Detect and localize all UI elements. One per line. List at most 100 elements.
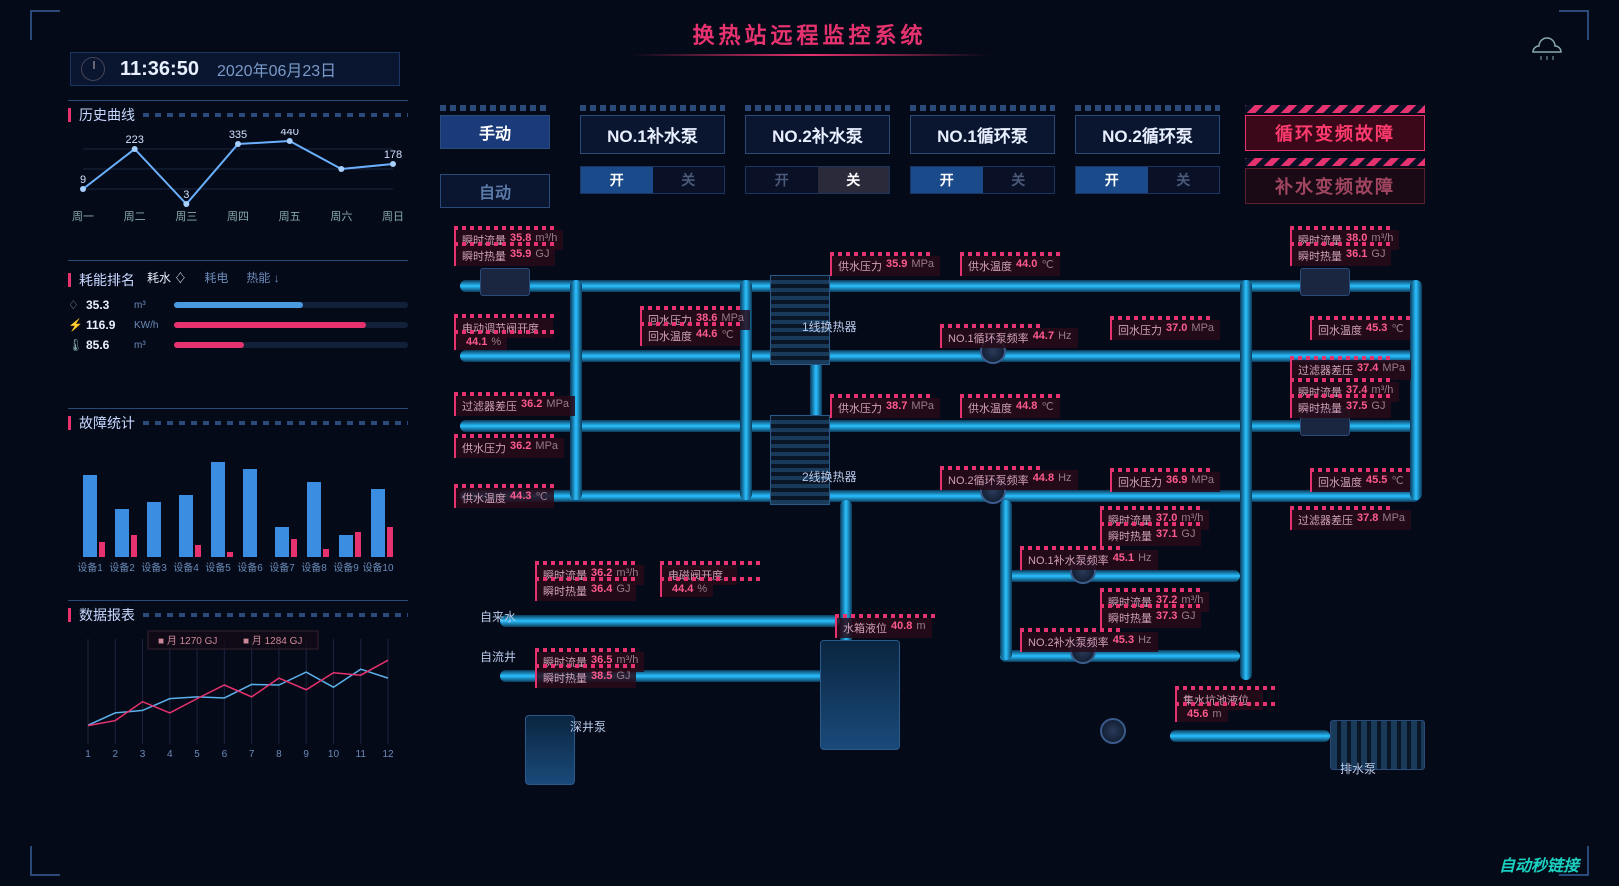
footer-link[interactable]: 自动秒链接	[1499, 852, 1579, 876]
fault-chart: 设备1设备2设备3设备4设备5设备6设备7设备8设备9设备10	[68, 437, 408, 577]
pump-off-button[interactable]: 关	[1148, 167, 1220, 193]
tag-unit: GJ	[1371, 248, 1385, 264]
pump-title: NO.2补水泵	[745, 115, 890, 154]
pump-on-button[interactable]: 开	[581, 167, 653, 193]
drain-pump-icon	[1100, 718, 1126, 744]
svg-text:2: 2	[112, 749, 118, 759]
static-label: 1线换热器	[802, 318, 857, 335]
energy-bar	[174, 302, 408, 308]
tag-unit: ℃	[721, 328, 733, 344]
pump-off-button[interactable]: 关	[818, 167, 890, 193]
energy-rows: ♢35.3m³⚡116.9KW/h🌡85.6m³	[68, 298, 408, 352]
pipe-water-in	[500, 615, 840, 627]
clock-panel: 11:36:50 2020年06月23日	[70, 52, 400, 86]
svg-text:3: 3	[140, 749, 146, 759]
pump-off-button[interactable]: 关	[653, 167, 725, 193]
frame-corner-tl	[30, 10, 60, 40]
pump-buttons: 开 关	[1075, 166, 1220, 194]
tag-value: 35.9	[886, 258, 907, 274]
pump-on-button[interactable]: 开	[911, 167, 983, 193]
energy-panel: 耗能排名 耗水 ♢耗电热能 ↓ ♢35.3m³⚡116.9KW/h🌡85.6m³	[68, 260, 408, 358]
pump-off-button[interactable]: 关	[983, 167, 1055, 193]
tag-value: 45.3	[1366, 322, 1387, 338]
energy-unit: KW/h	[134, 320, 174, 331]
pipe-supply-1	[460, 280, 1420, 292]
process-tag: 回水压力37.0MPa	[1110, 320, 1220, 340]
static-label: 排水泵	[1340, 760, 1376, 777]
tag-unit: ℃	[1391, 322, 1403, 338]
svg-text:6: 6	[222, 749, 228, 759]
tag-label: 回水温度	[1318, 322, 1362, 338]
svg-text:8: 8	[276, 749, 282, 759]
tag-label: 瞬时热量	[1298, 400, 1342, 416]
tag-value: 36.2	[521, 398, 542, 414]
tag-value: 38.7	[886, 400, 907, 416]
process-tag: 瞬时热量37.3GJ	[1100, 608, 1201, 628]
pipe-v-left	[570, 280, 582, 500]
svg-text:10: 10	[328, 749, 340, 759]
tag-value: 44.8	[1033, 472, 1054, 488]
tag-unit: MPa	[1191, 474, 1214, 490]
mode-auto-button[interactable]: 自动	[440, 174, 550, 208]
tag-unit: Hz	[1058, 330, 1071, 346]
process-tag: 45.6m	[1175, 706, 1228, 722]
energy-row: 🌡85.6m³	[68, 338, 408, 352]
tag-unit: MPa	[546, 398, 569, 414]
tag-unit: MPa	[911, 400, 934, 416]
tag-value: 44.7	[1033, 330, 1054, 346]
svg-text:9: 9	[303, 749, 309, 759]
pipe-v-right	[1240, 280, 1252, 680]
process-tag: 回水温度45.5℃	[1310, 472, 1410, 492]
mode-manual-button[interactable]: 手动	[440, 115, 550, 149]
energy-row: ♢35.3m³	[68, 298, 408, 312]
energy-tab[interactable]: 热能 ↓	[246, 269, 279, 286]
tag-label: 供水温度	[968, 258, 1012, 274]
process-tag: NO.2补水泵频率45.3Hz	[1020, 632, 1158, 652]
flow-meter-1	[480, 268, 530, 296]
alarm-stripe-1	[1245, 105, 1425, 113]
tag-label: 供水温度	[968, 400, 1012, 416]
tag-label: 回水压力	[1118, 322, 1162, 338]
process-tag: 供水温度44.3℃	[454, 488, 554, 508]
tag-label: 供水压力	[838, 400, 882, 416]
process-tag: 瞬时热量36.4GJ	[535, 581, 636, 601]
tag-value: 44.4	[672, 583, 693, 595]
energy-tab[interactable]: 耗电	[204, 269, 228, 286]
process-tag: 回水温度44.6℃	[640, 326, 740, 346]
pump-box-0: NO.1补水泵 开 关	[580, 105, 725, 194]
process-tag: 回水温度45.3℃	[1310, 320, 1410, 340]
pipe-v-far	[1410, 280, 1422, 500]
svg-text:■ 月 1284 GJ: ■ 月 1284 GJ	[243, 635, 302, 647]
tag-label: 水箱液位	[843, 620, 887, 636]
pump-stripe	[910, 105, 1055, 111]
pipe-makeup-1	[1000, 570, 1240, 582]
svg-text:440: 440	[280, 129, 298, 138]
pump-on-button[interactable]: 开	[1076, 167, 1148, 193]
pump-buttons: 开 关	[910, 166, 1055, 194]
pump-buttons: 开 关	[580, 166, 725, 194]
energy-value: 116.9	[86, 318, 134, 332]
process-tag: NO.1补水泵频率45.1Hz	[1020, 550, 1158, 570]
tag-unit: GJ	[1371, 400, 1385, 416]
svg-text:周二: 周二	[124, 210, 146, 223]
clock-dial-icon	[81, 57, 105, 81]
mode-column: 手动 自动	[440, 105, 550, 233]
energy-title: 耗能排名 耗水 ♢耗电热能 ↓	[68, 260, 408, 298]
tag-label: 回水压力	[1118, 474, 1162, 490]
svg-text:设备8: 设备8	[301, 561, 327, 574]
mode-stripe	[440, 105, 550, 111]
tag-label: NO.1补水泵频率	[1028, 552, 1109, 568]
pump-on-button[interactable]: 开	[746, 167, 818, 193]
svg-text:周六: 周六	[330, 210, 352, 223]
tag-value: 37.4	[1357, 362, 1378, 378]
tag-label: NO.2循环泵频率	[948, 472, 1029, 488]
pump-stripe	[580, 105, 725, 111]
pump-box-2: NO.1循环泵 开 关	[910, 105, 1055, 194]
tag-label: 过滤器差压	[1298, 512, 1353, 528]
energy-tab[interactable]: 耗水 ♢	[147, 269, 186, 286]
svg-text:223: 223	[125, 134, 143, 146]
pump-stripe	[1075, 105, 1220, 111]
history-chart: 9周一223周二3周三335周四440周五周六178周日	[68, 129, 408, 224]
tag-value: 37.0	[1166, 322, 1187, 338]
energy-unit: m³	[134, 340, 174, 351]
